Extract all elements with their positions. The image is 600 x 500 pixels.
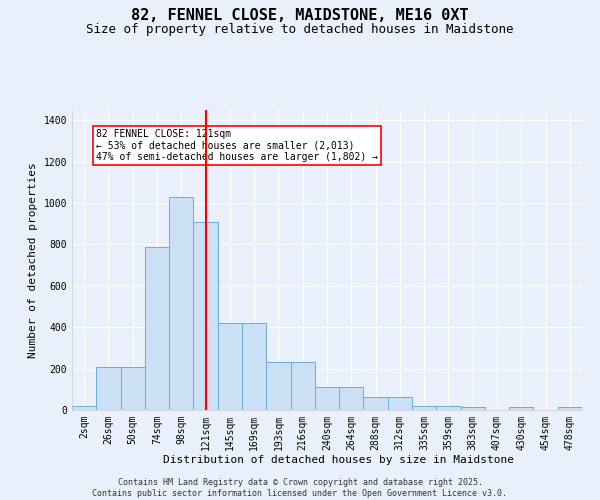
Bar	[218, 323, 242, 410]
Bar	[339, 387, 364, 410]
Bar	[145, 246, 169, 410]
Text: Distribution of detached houses by size in Maidstone: Distribution of detached houses by size …	[163, 455, 515, 465]
Bar	[266, 362, 290, 410]
Bar	[436, 406, 461, 410]
Bar	[364, 396, 388, 410]
Bar	[388, 396, 412, 410]
Bar	[193, 222, 218, 410]
Bar	[315, 387, 339, 410]
Bar	[242, 323, 266, 410]
Bar	[461, 407, 485, 410]
Bar	[72, 406, 96, 410]
Text: Contains HM Land Registry data © Crown copyright and database right 2025.
Contai: Contains HM Land Registry data © Crown c…	[92, 478, 508, 498]
Bar	[169, 197, 193, 410]
Bar	[96, 366, 121, 410]
Bar	[290, 362, 315, 410]
Bar	[121, 366, 145, 410]
Bar	[509, 407, 533, 410]
Y-axis label: Number of detached properties: Number of detached properties	[28, 162, 38, 358]
Text: 82, FENNEL CLOSE, MAIDSTONE, ME16 0XT: 82, FENNEL CLOSE, MAIDSTONE, ME16 0XT	[131, 8, 469, 22]
Bar	[412, 406, 436, 410]
Text: Size of property relative to detached houses in Maidstone: Size of property relative to detached ho…	[86, 22, 514, 36]
Text: 82 FENNEL CLOSE: 121sqm
← 53% of detached houses are smaller (2,013)
47% of semi: 82 FENNEL CLOSE: 121sqm ← 53% of detache…	[96, 128, 378, 162]
Bar	[558, 407, 582, 410]
